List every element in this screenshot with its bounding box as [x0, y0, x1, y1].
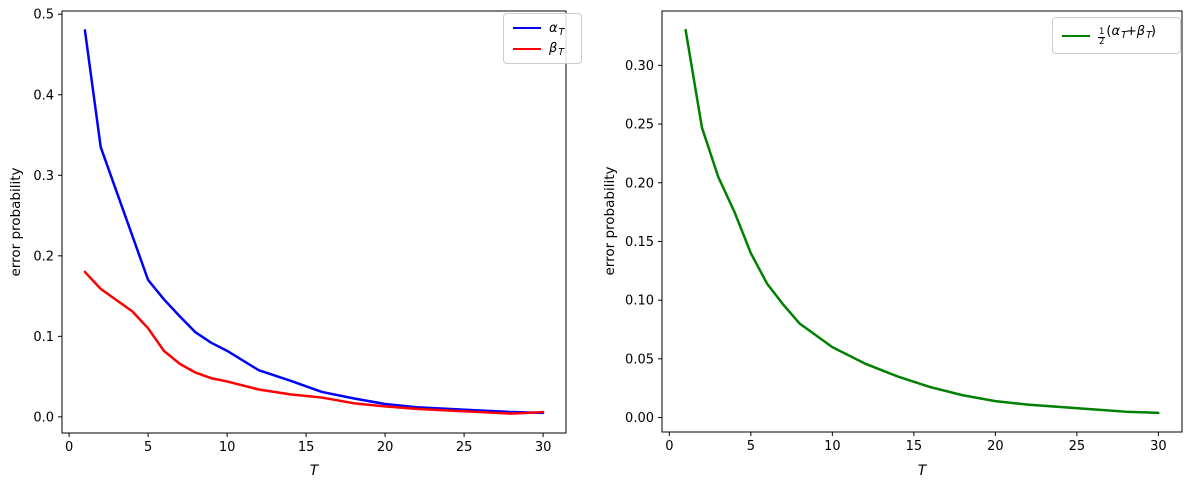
x-tick-label: 15: [298, 440, 315, 455]
plus-sign: +: [1125, 23, 1137, 39]
x-tick-label: 25: [456, 440, 473, 455]
beta-symbol: β: [1136, 23, 1146, 39]
alpha-subscript: T: [558, 26, 565, 38]
y-tick-label: 0.20: [625, 176, 654, 191]
x-tick-label: 5: [144, 440, 152, 455]
x-tick-label: 20: [377, 440, 394, 455]
right-legend: 1 2(α T + β T): [1052, 17, 1181, 54]
paren-open: (: [1106, 23, 1112, 39]
legend-entry-average: 1 2(α T + β T): [1062, 24, 1171, 48]
x-tick-label: 5: [747, 439, 755, 454]
left-x-axis-label: T: [309, 463, 319, 479]
beta-line-swatch: [513, 47, 541, 50]
right-y-axis-label: error probability: [602, 166, 618, 276]
x-tick-label: 20: [987, 439, 1004, 454]
axes-spines: [661, 10, 1183, 433]
y-tick-label: 0.05: [625, 352, 654, 367]
x-tick-label: 0: [65, 440, 73, 455]
fraction-denominator: 2: [1098, 36, 1106, 47]
x-tick-label: 30: [535, 440, 552, 455]
alpha-symbol: α: [549, 20, 558, 36]
legend-label-average: 1 2(α T + β T): [1098, 24, 1156, 48]
y-tick-label: 0.0: [33, 410, 54, 425]
y-tick-label: 0.2: [33, 249, 54, 264]
series-line-alpha_T: [83, 29, 545, 415]
alpha-line-swatch: [513, 27, 541, 30]
axes-spines: [61, 10, 567, 434]
y-tick-label: 0.4: [33, 88, 54, 103]
series-line-half_alpha_plus_beta: [684, 28, 1160, 415]
beta-subscript: T: [558, 47, 565, 59]
fraction-numerator: 1: [1099, 26, 1105, 37]
left-y-axis-label: error probability: [8, 167, 24, 277]
y-tick-label: 0.00: [625, 411, 654, 426]
y-tick-label: 0.15: [625, 235, 654, 250]
y-tick-label: 0.5: [33, 8, 54, 23]
y-tick-label: 0.10: [625, 294, 654, 309]
beta-symbol: β: [549, 41, 558, 57]
y-tick-label: 0.25: [625, 118, 654, 133]
x-tick-label: 25: [1069, 439, 1086, 454]
x-tick-label: 10: [219, 440, 236, 455]
x-tick-label: 30: [1150, 439, 1167, 454]
y-tick-label: 0.3: [33, 169, 54, 184]
y-tick-label: 0.1: [33, 330, 54, 345]
paren-close: ): [1150, 23, 1156, 39]
alpha-subscript: T: [1121, 29, 1127, 41]
x-tick-label: 0: [665, 439, 673, 454]
alpha-symbol: α: [1111, 23, 1121, 39]
beta-subscript: T: [1146, 29, 1152, 41]
average-line-swatch: [1062, 34, 1090, 37]
x-tick-label: 15: [906, 439, 923, 454]
series-line-beta_T: [83, 270, 545, 415]
right-x-axis-label: T: [917, 463, 927, 479]
x-tick-label: 10: [824, 439, 841, 454]
y-tick-label: 0.30: [625, 59, 654, 74]
